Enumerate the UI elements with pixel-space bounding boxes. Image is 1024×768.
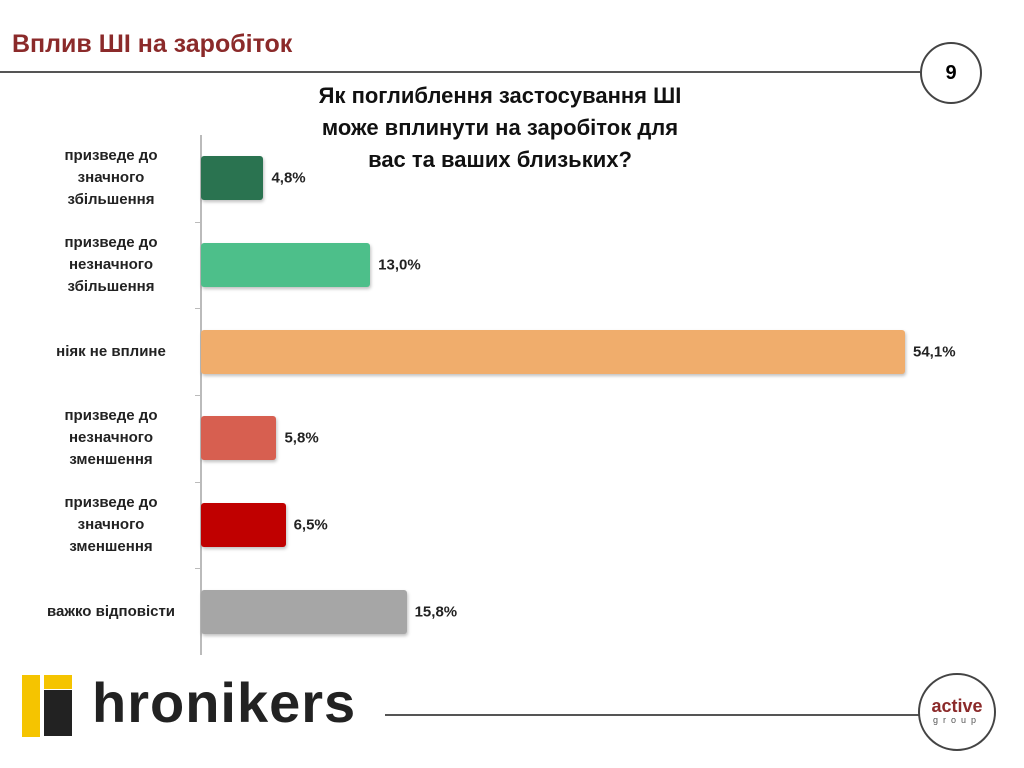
section-title: Вплив ШІ на заробіток: [12, 30, 293, 58]
category-separator: [195, 568, 201, 570]
bar: [201, 503, 286, 547]
bar: [201, 589, 407, 634]
partner-sub: group: [932, 715, 982, 725]
category-label: важко відповісти: [46, 602, 176, 620]
category-label: призведе до незначного збільшення: [64, 234, 158, 295]
value-label: 15,8%: [414, 603, 458, 621]
value-label: 4,8%: [271, 169, 306, 187]
brand: hronikers: [92, 671, 357, 734]
page-number: 9: [920, 42, 982, 104]
category-label: призведе до значного збільшення: [64, 147, 158, 209]
value-label: 6,5%: [293, 516, 328, 534]
footer-rule: [385, 714, 920, 716]
chart-title: Як поглиблення застосування ШІ може впли…: [318, 83, 682, 172]
category-separator: [195, 481, 201, 483]
partner: active: [931, 696, 983, 716]
category-separator: [195, 221, 201, 223]
value-label: 13,0%: [378, 256, 421, 274]
category-separator: [195, 308, 201, 310]
category-separator: [195, 395, 201, 396]
bar: [201, 156, 264, 201]
category-label: призведе до значного зменшення: [64, 494, 158, 555]
logo-bar: [22, 675, 40, 737]
value-label: 54,1%: [913, 343, 956, 361]
bar: [201, 416, 277, 461]
bar: [201, 243, 371, 287]
axis-line: [200, 135, 202, 655]
bar: [201, 329, 905, 374]
value-label: 5,8%: [284, 429, 319, 447]
category-label: ніяк не вплине: [56, 342, 166, 360]
logo-cap: [44, 675, 72, 689]
category-label: призведе до незначного зменшення: [64, 407, 158, 469]
logo-block: [44, 690, 72, 736]
partner-logo: active group: [918, 673, 996, 751]
header-rule: [0, 71, 920, 73]
